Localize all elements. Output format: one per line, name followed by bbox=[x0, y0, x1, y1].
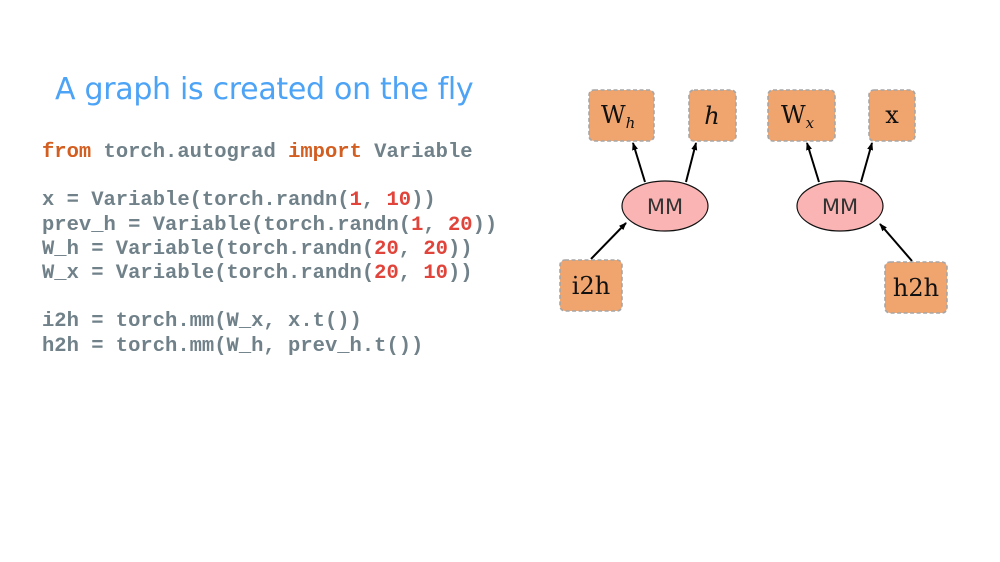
code-text: h2h = torch.mm(W_h, prev_h.t()) bbox=[42, 334, 424, 358]
code-text: )) bbox=[472, 213, 498, 237]
node-label: MM bbox=[647, 195, 683, 219]
code-text: , bbox=[423, 213, 448, 237]
code-text: , bbox=[398, 237, 424, 261]
code-text: W_x = Variable(torch.randn( bbox=[42, 261, 375, 285]
edge-mm2-W_x bbox=[806, 142, 820, 183]
code-line: x = Variable(torch.randn(1, 10)) bbox=[42, 189, 497, 213]
svg-text:Wx: Wx bbox=[781, 101, 815, 132]
code-number: 10 bbox=[423, 261, 448, 285]
code-keyword: from bbox=[42, 141, 92, 164]
node-label: W bbox=[781, 101, 806, 129]
code-text: prev_h = Variable(torch.randn( bbox=[42, 213, 412, 237]
slide-title: A graph is created on the fly bbox=[55, 72, 474, 107]
code-text: Variable bbox=[361, 141, 473, 164]
node-mm1: MM bbox=[621, 180, 709, 232]
node-W_x: Wx bbox=[767, 89, 836, 142]
svg-text:Wh: Wh bbox=[601, 101, 635, 132]
node-label: i2h bbox=[572, 272, 610, 300]
edge-i2h-mm1 bbox=[590, 222, 627, 260]
node-W_h: Wh bbox=[588, 89, 655, 142]
code-text: )) bbox=[447, 261, 473, 285]
code-block: from torch.autograd import Variable x = V… bbox=[42, 141, 497, 359]
edge-mm1-h bbox=[685, 142, 698, 183]
code-text: torch.autograd bbox=[91, 141, 289, 164]
code-keyword: import bbox=[288, 141, 362, 164]
code-text: , bbox=[398, 261, 424, 285]
code-text: x = Variable(torch.randn( bbox=[42, 189, 350, 213]
node-h2h: h2h bbox=[884, 261, 948, 314]
code-number: 20 bbox=[374, 237, 399, 261]
code-line: prev_h = Variable(torch.randn(1, 20)) bbox=[42, 214, 497, 238]
code-number: 20 bbox=[374, 261, 399, 285]
code-line: W_x = Variable(torch.randn(20, 10)) bbox=[42, 262, 497, 286]
edges bbox=[590, 142, 913, 262]
code-line: h2h = torch.mm(W_h, prev_h.t()) bbox=[42, 335, 497, 359]
node-subscript: x bbox=[806, 114, 815, 132]
code-line: from torch.autograd import Variable bbox=[42, 141, 497, 165]
code-text: , bbox=[361, 189, 387, 213]
code-number: 20 bbox=[423, 237, 448, 261]
edge-h2h-mm2 bbox=[879, 223, 913, 262]
code-number: 20 bbox=[447, 213, 473, 237]
node-i2h: i2h bbox=[559, 259, 623, 312]
code-text: )) bbox=[447, 237, 473, 261]
code-number: 10 bbox=[386, 189, 412, 213]
code-text: W_h = Variable(torch.randn( bbox=[42, 237, 375, 261]
code-line: W_h = Variable(torch.randn(20, 20)) bbox=[42, 238, 497, 262]
node-label: h2h bbox=[893, 274, 939, 302]
node-h: h bbox=[688, 89, 737, 142]
code-number: 1 bbox=[411, 213, 424, 237]
code-text: )) bbox=[411, 189, 436, 213]
node-subscript: h bbox=[626, 114, 636, 132]
node-label: x bbox=[885, 101, 899, 129]
edge-mm1-W_h bbox=[632, 142, 646, 183]
node-label: MM bbox=[822, 195, 858, 219]
code-text: i2h = torch.mm(W_x, x.t()) bbox=[42, 310, 362, 334]
code-line: i2h = torch.mm(W_x, x.t()) bbox=[42, 310, 497, 334]
node-label: h bbox=[704, 102, 719, 130]
node-label: W bbox=[601, 101, 626, 129]
edge-mm2-x bbox=[860, 142, 873, 183]
node-x: x bbox=[868, 89, 916, 142]
code-number: 1 bbox=[349, 189, 362, 213]
node-mm2: MM bbox=[796, 180, 884, 232]
